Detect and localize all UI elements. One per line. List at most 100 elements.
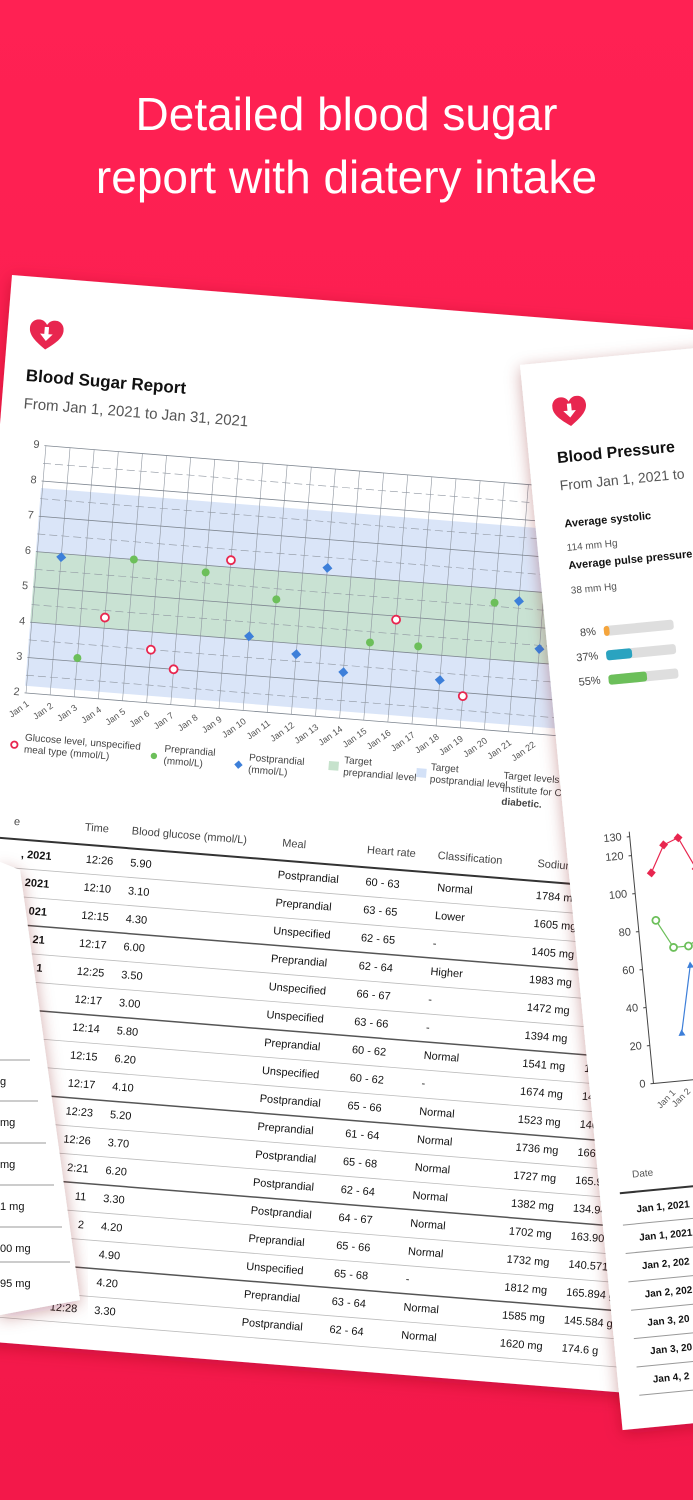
point xyxy=(669,943,678,952)
point xyxy=(201,568,210,577)
legend-note: Institute for Cl xyxy=(502,784,564,800)
point xyxy=(168,664,179,675)
series-line xyxy=(650,836,693,874)
table-cell: 12:17 xyxy=(67,1077,95,1091)
point xyxy=(244,631,255,642)
y-tick-label: 130 xyxy=(603,831,622,845)
table-cell: Unspecified xyxy=(268,981,326,998)
table-cell: 1382 mg xyxy=(511,1198,555,1213)
minor-grid-line xyxy=(37,533,693,597)
value-label: 55% xyxy=(578,675,601,689)
point xyxy=(684,941,693,951)
row-rule xyxy=(0,1311,693,1378)
legend-label-text: Target preprandial level xyxy=(342,755,417,785)
pressure-report-card: Blood Pressure From Jan 1, 2021 to 02040… xyxy=(520,324,693,1431)
point xyxy=(56,552,67,563)
legend-label: Postprandial (mmol/L) xyxy=(248,753,305,779)
y-tick-label: 2 xyxy=(13,686,20,698)
table-cell: Preprandial xyxy=(270,953,327,969)
table-cell: 11 xyxy=(74,1191,86,1204)
y-tick-label: 40 xyxy=(625,1002,638,1015)
column-header: Date xyxy=(632,1168,655,1181)
bar-track xyxy=(603,619,674,636)
table-cell: Normal xyxy=(419,1106,455,1121)
y-tick-label: 8 xyxy=(30,474,37,486)
table-cell: Preprandial xyxy=(275,897,332,913)
bar xyxy=(603,625,610,636)
table-cell: 4.20 xyxy=(100,1221,122,1235)
table-cell: 4.20 xyxy=(96,1277,118,1291)
table-cell: Lower xyxy=(434,910,465,924)
point xyxy=(226,555,236,566)
table-cell: 4.10 xyxy=(112,1081,134,1095)
table-cell: 1 xyxy=(36,962,43,974)
legend-label: Preprandial (mmol/L) xyxy=(163,744,216,770)
table-cell: 12:26 xyxy=(63,1133,91,1147)
column-header: Sodium xyxy=(537,858,575,873)
table-cell: 12:28 xyxy=(49,1301,77,1315)
table-cell: Unspecified xyxy=(266,1009,324,1026)
table-cell: Normal xyxy=(401,1330,437,1345)
table-cell: 62 - 64 xyxy=(340,1184,375,1199)
table-cell: Normal xyxy=(437,882,473,897)
column-header: Classification xyxy=(437,850,503,867)
point xyxy=(434,675,445,686)
table-cell: Normal xyxy=(416,1134,452,1149)
legend-label: Target preprandial level xyxy=(342,755,417,785)
table-cell: 5.80 xyxy=(116,1025,138,1039)
value-label: 37% xyxy=(576,650,599,664)
point xyxy=(73,654,82,663)
y-tick-label: 80 xyxy=(618,926,631,939)
legend-label: Glucose level, unspecified meal type (mm… xyxy=(24,733,142,763)
table-cell: 63 - 66 xyxy=(354,1016,389,1031)
legend-marker xyxy=(150,752,158,760)
table-cell: 12:10 xyxy=(83,882,111,896)
table-cell: 65 - 66 xyxy=(336,1240,371,1255)
header-rule xyxy=(619,1153,693,1195)
y-tick-label: 3 xyxy=(16,651,23,663)
table-cell: 4.90 xyxy=(98,1249,120,1263)
table-cell: Normal xyxy=(412,1190,448,1205)
row-rule xyxy=(625,1214,693,1254)
table-cell: 6.00 xyxy=(123,941,145,955)
table-cell: 1727 mg xyxy=(513,1170,557,1185)
table-cell: 3.30 xyxy=(103,1193,125,1207)
legend-marker xyxy=(234,760,243,769)
point xyxy=(338,667,349,678)
table-cell: 6.20 xyxy=(105,1165,127,1179)
legend-label-text: Target postprandial level xyxy=(429,762,508,792)
point xyxy=(651,915,661,925)
table-cell: Preprandial xyxy=(257,1121,314,1137)
table-cell: 1 mg xyxy=(0,1201,24,1213)
table-cell: g xyxy=(0,1076,6,1088)
column-header: Time xyxy=(84,822,109,836)
table-cell: 5.20 xyxy=(109,1109,131,1123)
headline: Detailed blood sugar xyxy=(136,88,558,140)
y-tick-label: 120 xyxy=(605,850,624,864)
table-cell: Jan 2, 202 xyxy=(644,1285,693,1301)
table-cell: 2021 xyxy=(24,877,49,891)
table-cell: 1605 mg xyxy=(533,918,577,933)
table-cell: Normal xyxy=(423,1050,459,1065)
card xyxy=(520,324,693,1431)
table-cell: 65 - 68 xyxy=(333,1268,368,1283)
legend-note: diabetic. xyxy=(501,797,543,811)
table-cell: 60 - 62 xyxy=(349,1072,384,1087)
table-cell: 140.571 g xyxy=(568,1259,618,1275)
table-cell: 1620 mg xyxy=(499,1337,543,1352)
table-cell: 61 - 64 xyxy=(345,1128,380,1143)
table-cell: 4.30 xyxy=(125,913,147,927)
point xyxy=(534,643,545,654)
y-tick-label: 4 xyxy=(19,615,26,627)
y-tick-label: 7 xyxy=(27,509,34,521)
table-cell: 63 - 64 xyxy=(331,1296,366,1311)
table-cell: - xyxy=(425,1022,430,1034)
table-cell: 1983 mg xyxy=(529,974,573,989)
table-cell: 66 - 67 xyxy=(356,988,391,1003)
table-cell: 021 xyxy=(28,905,47,918)
bar xyxy=(606,648,633,661)
table-cell: 64 - 67 xyxy=(338,1212,373,1227)
column-header: Meal xyxy=(282,837,307,851)
